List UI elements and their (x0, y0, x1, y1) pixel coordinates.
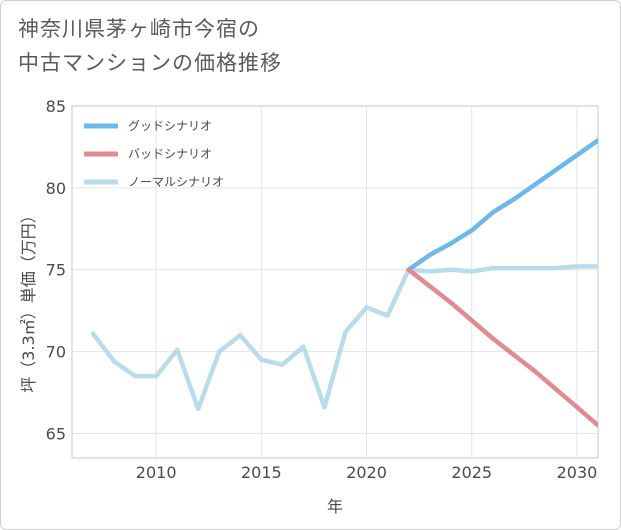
data-point (574, 264, 580, 269)
plot-area-border (71, 105, 599, 459)
legend-label[interactable]: グッドシナリオ (128, 119, 212, 133)
data-point (574, 152, 580, 158)
data-point (511, 265, 517, 271)
data-point (490, 336, 495, 341)
data-point (90, 331, 96, 336)
data-point (385, 313, 390, 318)
data-point (469, 269, 474, 274)
chart-title: 神奈川県茅ヶ崎市今宿の 中古マンションの価格推移 (18, 12, 282, 80)
data-point (238, 333, 243, 338)
x-tick-label: 2020 (346, 463, 387, 482)
data-point (301, 344, 306, 349)
y-tick-label: 85 (46, 97, 66, 116)
series-line-2 (90, 264, 598, 412)
data-point (322, 405, 327, 410)
data-point (217, 349, 222, 354)
data-point (532, 369, 538, 374)
title-line-1: 神奈川県茅ヶ崎市今宿の (18, 17, 260, 41)
data-point (153, 373, 159, 379)
legend-label[interactable]: ノーマルシナリオ (128, 175, 224, 189)
data-point (343, 329, 348, 335)
data-point (553, 265, 559, 271)
data-point (259, 357, 264, 362)
data-point (511, 197, 517, 202)
series-lines (90, 138, 598, 428)
data-point (427, 283, 432, 289)
data-point (469, 228, 474, 233)
data-point (532, 182, 538, 187)
series-line-1 (406, 267, 598, 428)
data-point (427, 252, 432, 258)
x-tick-label: 2015 (241, 463, 282, 482)
data-point (280, 362, 285, 367)
data-point (448, 241, 453, 246)
axis-ticks: 2010 2015 2020 2025 2030 65 70 75 80 85 (46, 97, 598, 482)
data-point (111, 359, 117, 364)
data-point (595, 264, 598, 269)
data-point (469, 318, 474, 323)
data-point (364, 305, 369, 310)
series-line-0 (406, 138, 598, 272)
data-point (553, 387, 559, 392)
legend-label[interactable]: バッドシナリオ (128, 147, 212, 161)
y-tick-label: 80 (46, 179, 66, 198)
data-point (595, 423, 598, 428)
x-tick-label: 2030 (557, 463, 598, 482)
x-tick-label: 2025 (451, 463, 492, 482)
x-axis-label: 年 (327, 497, 343, 516)
y-tick-label: 75 (46, 261, 66, 280)
data-point (448, 267, 453, 272)
data-point (595, 138, 598, 143)
data-point (196, 406, 201, 412)
data-point (532, 265, 538, 271)
data-point (132, 373, 138, 379)
data-point (175, 347, 180, 353)
data-point (448, 300, 453, 305)
y-tick-label: 70 (46, 343, 66, 362)
x-tick-label: 2010 (136, 463, 177, 482)
data-point (427, 269, 432, 274)
data-point (511, 352, 517, 358)
y-axis-label: 坪（3.3㎡）単価（万円） (19, 207, 38, 392)
y-tick-label: 65 (46, 424, 66, 443)
data-point (553, 167, 559, 173)
data-point (406, 267, 411, 272)
title-line-2: 中古マンションの価格推移 (18, 51, 282, 75)
data-point (490, 265, 495, 271)
data-point (574, 405, 580, 410)
data-point (490, 210, 495, 215)
